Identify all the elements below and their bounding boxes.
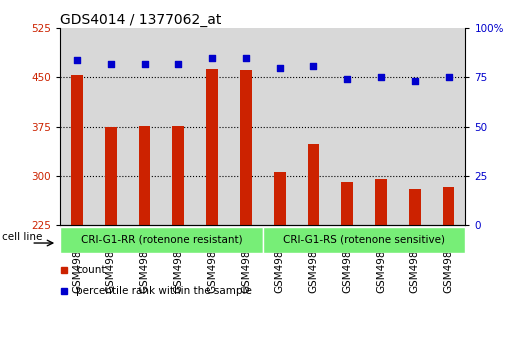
Point (411, 79, 419, 84)
Text: cell line: cell line (3, 232, 43, 242)
Bar (342, 182, 353, 225)
Bar (398, 28, 431, 225)
Bar (60, 227, 263, 253)
Text: GDS4014 / 1377062_at: GDS4014 / 1377062_at (60, 13, 222, 27)
Point (140, 61, 149, 67)
Bar (375, 179, 387, 225)
Bar (409, 189, 420, 225)
Bar (173, 126, 184, 225)
Bar (308, 144, 320, 225)
Bar (229, 28, 263, 225)
Point (377, 75, 385, 80)
Bar (139, 126, 151, 225)
Bar (263, 28, 297, 225)
Bar (128, 28, 162, 225)
Point (73, 57, 81, 63)
Text: CRI-G1-RR (rotenone resistant): CRI-G1-RR (rotenone resistant) (81, 235, 242, 245)
Point (174, 61, 183, 67)
Bar (331, 28, 364, 225)
Bar (71, 75, 83, 225)
Text: percentile rank within the sample: percentile rank within the sample (76, 286, 252, 296)
Bar (105, 126, 117, 225)
Bar (364, 28, 398, 225)
Bar (442, 187, 454, 225)
Bar (240, 70, 252, 225)
Point (445, 75, 453, 80)
Bar (263, 227, 465, 253)
Point (276, 65, 284, 70)
Point (107, 61, 115, 67)
Bar (431, 28, 465, 225)
Point (343, 76, 351, 82)
Bar (297, 28, 331, 225)
Bar (274, 172, 286, 225)
Point (309, 63, 317, 68)
Text: CRI-G1-RS (rotenone sensitive): CRI-G1-RS (rotenone sensitive) (283, 235, 445, 245)
Text: count: count (76, 265, 106, 275)
Bar (60, 28, 94, 225)
Point (208, 55, 217, 61)
Point (242, 55, 250, 61)
Bar (162, 28, 195, 225)
Bar (195, 28, 229, 225)
Bar (206, 69, 218, 225)
Bar (94, 28, 128, 225)
